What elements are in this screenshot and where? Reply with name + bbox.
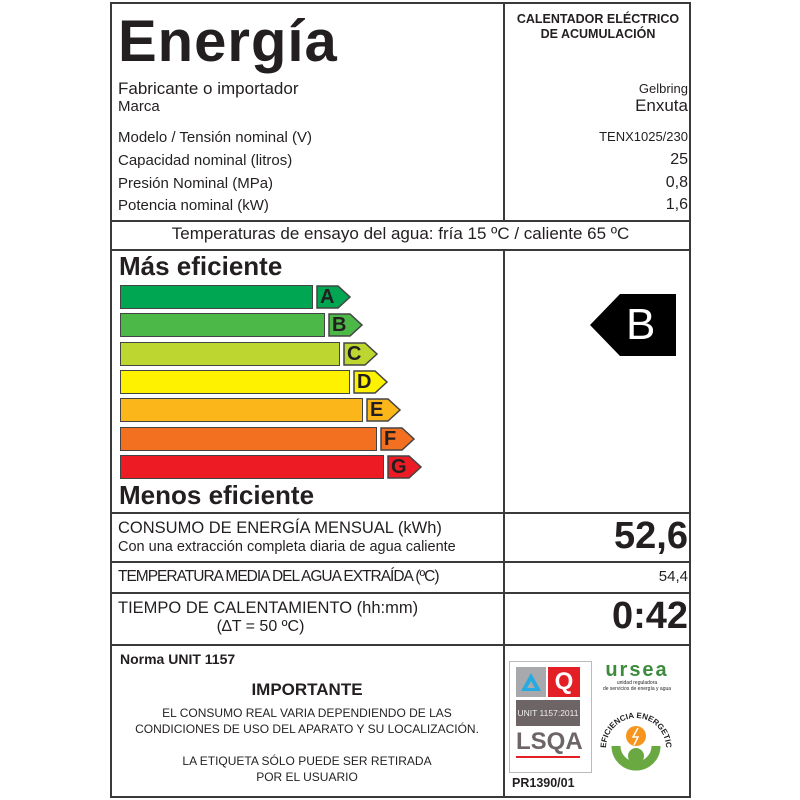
efficiency-letter: G: [391, 455, 407, 478]
unit-standard: UNIT 1157:2011: [516, 700, 580, 726]
spec-label-power: Potencia nominal (kW): [118, 197, 269, 214]
spec-label-capacity: Capacidad nominal (litros): [118, 152, 293, 169]
efficiency-bar-a: [120, 285, 313, 309]
removal-line1: LA ETIQUETA SÓLO PUEDE SER RETIRADA: [182, 754, 432, 768]
divider: [110, 644, 691, 646]
page-title: Energía: [118, 9, 338, 74]
ursea-sub2: de servicios de energía y agua: [602, 686, 672, 692]
efficiency-bar-b: [120, 313, 325, 338]
rating-arrow-shape: [590, 294, 676, 356]
spec-label-manufacturer: Fabricante o importador: [118, 79, 299, 98]
efficiency-letter: F: [384, 427, 397, 450]
lsqa-certification-logo: Q UNIT 1157:2011 LSQA: [509, 661, 592, 773]
product-type-line1: CALENTADOR ELÉCTRICO: [516, 12, 680, 26]
efficiency-bar-e: [120, 398, 363, 423]
efficiency-bar-c: [120, 341, 340, 366]
spec-value-model: TENX1025/230: [599, 129, 688, 144]
heating-time-label: TIEMPO DE CALENTAMIENTO (hh:mm): [118, 599, 419, 617]
ursea-sub1: unidad reguladora: [616, 680, 658, 686]
most-efficient-label: Más eficiente: [119, 251, 283, 281]
spec-value-brand: Enxuta: [635, 96, 688, 115]
efficiency-seal: EFICIENCIA ENERGETICA: [591, 695, 678, 786]
triangle-icon: [516, 667, 546, 697]
divider: [110, 592, 691, 594]
efficiency-bar-d: [120, 369, 350, 394]
spec-value-manufacturer: Gelbring: [638, 81, 688, 96]
ursea-logo: ursea unidad reguladora de servicios de …: [598, 660, 676, 692]
lsqa-text: LSQA: [516, 728, 583, 758]
label-frame: [110, 2, 691, 798]
efficiency-letter: E: [370, 399, 384, 422]
spec-label-brand: Marca: [118, 98, 160, 115]
divider: [110, 512, 691, 514]
efficiency-bar-f: [120, 426, 377, 451]
cert-number: PR1390/01: [512, 776, 575, 790]
norma: Norma UNIT 1157: [120, 651, 236, 667]
important-line1: EL CONSUMO REAL VARIA DEPENDIENDO DE LAS: [162, 706, 452, 720]
efficiency-letter: C: [347, 342, 362, 365]
q-icon: Q: [548, 667, 580, 697]
ursea-text: ursea: [605, 659, 669, 681]
product-type-line2: DE ACUMULACIÓN: [540, 27, 656, 41]
spec-value-pressure: 0,8: [665, 174, 688, 191]
divider: [110, 249, 691, 251]
test-temperatures: Temperaturas de ensayo del agua: fría 15…: [171, 224, 630, 243]
spec-value-power: 1,6: [665, 196, 688, 213]
rating-arrow: B: [590, 294, 676, 356]
divider: [110, 561, 691, 563]
consumption-sublabel: Con una extracción completa diaria de ag…: [118, 539, 456, 555]
mean-temp-label: TEMPERATURA MEDIA DEL AGUA EXTRAÍDA (ºC): [118, 568, 440, 585]
rating-letter: B: [626, 300, 656, 349]
product-type: CALENTADOR ELÉCTRICO DE ACUMULACIÓN: [505, 12, 691, 42]
mean-temp-value: 54,4: [658, 568, 688, 585]
least-efficient-label: Menos eficiente: [119, 480, 315, 510]
important-title: IMPORTANTE: [251, 680, 363, 699]
efficiency-seal-icon: EFICIENCIA ENERGETICA: [591, 695, 673, 771]
important-line2: CONDICIONES DE USO DEL APARATO Y SU LOCA…: [135, 722, 479, 736]
divider: [110, 220, 691, 222]
divider: [503, 249, 505, 798]
efficiency-letter: A: [320, 286, 335, 308]
efficiency-bar-g: [120, 454, 384, 479]
spec-label-model: Modelo / Tensión nominal (V): [118, 129, 312, 146]
efficiency-letter: B: [332, 314, 347, 337]
heating-time-sublabel: (∆T = 50 ºC): [216, 618, 305, 635]
consumption-label: CONSUMO DE ENERGÍA MENSUAL (kWh): [118, 519, 442, 537]
removal-line2: POR EL USUARIO: [256, 770, 358, 784]
spec-label-pressure: Presión Nominal (MPa): [118, 175, 274, 192]
spec-value-capacity: 25: [670, 151, 688, 168]
consumption-value: 52,6: [614, 515, 688, 557]
divider: [503, 2, 505, 221]
efficiency-letter: D: [357, 370, 372, 393]
heating-time-value: 0:42: [611, 595, 688, 637]
